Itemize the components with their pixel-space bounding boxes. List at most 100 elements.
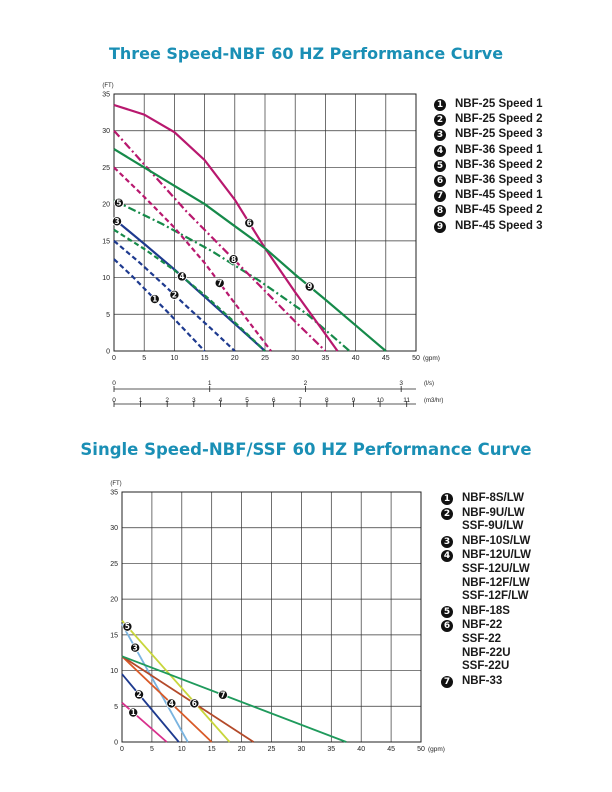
series-marker-4 [166,698,177,709]
series-marker-label: 2 [136,690,141,699]
m3hr-tick-label: 3 [192,397,196,404]
legend-item: 7 NBF-33 [441,675,531,689]
legend-marker: 3 [434,129,446,142]
legend-marker: 2 [434,114,446,127]
m3hr-tick-label: 2 [165,397,169,404]
x-tick-label: 50 [412,355,420,362]
x-tick-label: 35 [327,746,335,753]
x-axis-label: (gpm) [428,746,445,753]
m3hr-tick-label: 7 [298,397,302,404]
series-marker-3 [112,216,123,227]
series-marker-7 [217,689,228,700]
series-line-2 [121,673,180,743]
series-marker-label: 3 [133,643,138,652]
legend-marker: 4 [441,550,453,563]
m3hr-tick-label: 4 [219,397,223,404]
legend-label: NBF-36 Speed 3 [455,173,543,186]
legend-label: SSF-22 [462,632,501,645]
m3hr-tick-label: 11 [403,397,410,404]
series-marker-5 [122,621,133,632]
legend-item: 6 NBF-36 Speed 3 [434,174,543,189]
y-axis-label: (FT) [110,481,121,487]
series-marker-7 [214,278,225,289]
series-marker-label: 5 [125,622,130,631]
x-tick-label: 20 [231,355,239,362]
series-marker-label: 2 [172,290,177,299]
series-line-1 [121,702,168,743]
chart2-title: Single Speed-NBF/SSF 60 HZ Performance C… [80,440,532,459]
chart1-plot: 0 5 10 15 20 25 30 35 40 45 5005101520253035(FT)(g… [102,83,443,407]
x-tick-label: 0 [112,355,116,362]
x-tick-label: 25 [268,746,276,753]
y-tick-label: 15 [110,632,118,639]
series-marker-6 [189,698,200,709]
series-line-4 [113,228,266,352]
series-marker-label: 9 [307,282,312,291]
legend-item: 9 NBF-45 Speed 3 [434,220,543,235]
series-line-6 [121,655,255,743]
legend-item: 2 NBF-9U/LW SSF-9U/LW [441,507,531,534]
legend-marker: 8 [434,205,446,218]
y-tick-label: 10 [110,668,118,675]
plot-frame [121,491,422,743]
series-line-5 [121,620,231,743]
series-marker-label: 6 [247,219,252,228]
x-tick-label: 40 [357,746,365,753]
chart1-legend: 1 NBF-25 Speed 1 2 NBF-25 Speed 2 3 NBF-25 Sp… [434,98,543,235]
series-marker-label: 8 [231,255,236,264]
legend-marker: 7 [434,190,446,203]
y-tick-label: 35 [110,490,118,497]
series-marker-label: 3 [114,217,119,226]
m3hr-tick-label: 1 [139,397,143,404]
x-tick-label: 20 [238,746,246,753]
legend-item: 7 NBF-45 Speed 1 [434,189,543,204]
legend-item: 1 NBF-25 Speed 1 [434,98,543,113]
legend-label: NBF-22 [462,619,503,632]
y-tick-label: 15 [102,238,110,245]
x-tick-label: 15 [208,746,216,753]
series-marker-label: 6 [192,699,197,708]
series-marker-1 [149,294,160,305]
legend-label: NBF-9U/LW [462,506,525,519]
series-line-1 [113,258,206,352]
m3hr-tick-label: 6 [272,397,276,404]
legend-item: 1 NBF-8S/LW [441,492,531,506]
legend-item: 6 NBF-22 SSF-22 NBF-22U SSF-22U [441,619,531,673]
x-tick-label: 5 [142,355,146,362]
x-tick-label: 30 [298,746,306,753]
legend-item: 3 NBF-25 Speed 3 [434,128,543,143]
x-tick-label: 15 [201,355,209,362]
y-tick-label: 30 [102,128,110,135]
series-marker-1 [128,707,139,718]
y-tick-label: 30 [110,525,118,532]
legend-label: NBF-22U [462,646,511,659]
series-marker-label: 1 [131,708,136,717]
y-tick-label: 35 [102,92,110,99]
legend-label: NBF-18S [462,604,510,617]
x-tick-label: 50 [417,746,425,753]
legend-item: 2 NBF-25 Speed 2 [434,113,543,128]
series-marker-5 [113,197,124,208]
legend-marker: 1 [441,493,453,505]
series-marker-2 [134,689,145,700]
grid [113,93,417,352]
grid [121,491,422,743]
y-tick-label: 10 [102,275,110,282]
legend-label: NBF-45 Speed 3 [455,219,543,232]
legend-label: SSF-9U/LW [462,520,524,533]
chart1-title: Three Speed-NBF 60 HZ Performance Curve [108,44,504,63]
x-tick-label: 40 [352,355,360,362]
x-tick-label: 10 [178,746,186,753]
chart2-legend: 1 NBF-8S/LW 2 NBF-9U/LW SSF-9U/LW 3 NBF-10S/LW… [441,492,531,689]
x-tick-label: 0 [120,746,124,753]
legend-marker: 1 [434,99,446,111]
legend-marker: 7 [441,675,453,688]
series-marker-4 [176,271,187,282]
legend-marker: 5 [441,605,453,618]
legend-marker: 3 [441,535,453,548]
y-tick-label: 0 [106,349,110,356]
legend-marker: 4 [434,144,446,157]
series-marker-label: 7 [220,690,225,699]
legend-label: NBF-45 Speed 2 [455,204,543,217]
ls-tick-label: 1 [208,380,212,387]
